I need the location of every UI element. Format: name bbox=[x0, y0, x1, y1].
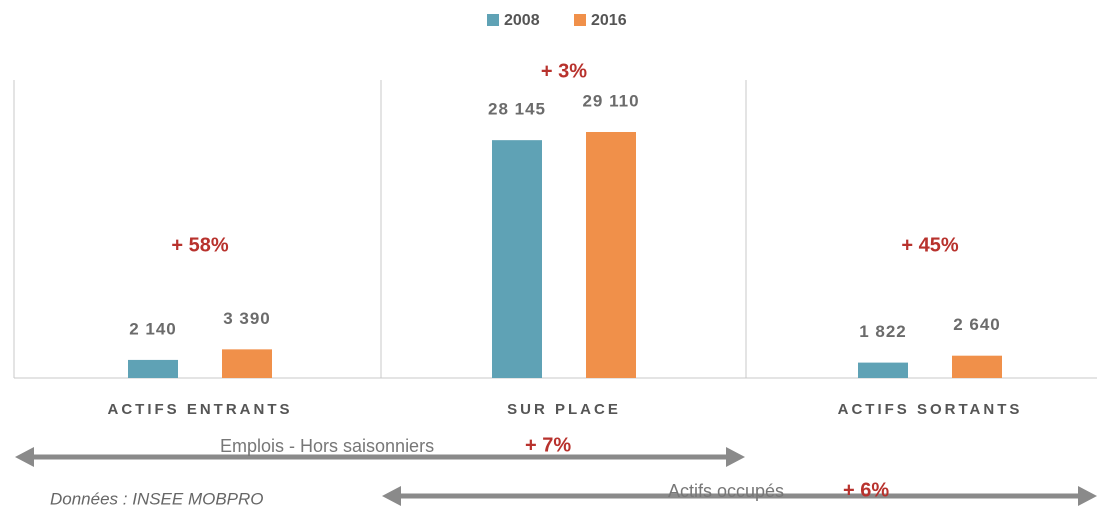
arrow-label: Actifs occupés bbox=[668, 481, 784, 501]
arrows bbox=[15, 447, 1097, 506]
bar bbox=[492, 140, 542, 378]
separators bbox=[13, 80, 1097, 379]
legend-label: 2016 bbox=[591, 12, 627, 29]
arrow-change: + 6% bbox=[843, 479, 889, 501]
arrow-head bbox=[1078, 486, 1097, 506]
arrow-head bbox=[15, 447, 34, 467]
growth-label: + 3% bbox=[541, 60, 587, 82]
legend-swatch bbox=[574, 14, 586, 26]
category-label: ACTIFS ENTRANTS bbox=[108, 401, 293, 418]
value-label: 1 822 bbox=[859, 322, 907, 341]
value-label: 28 145 bbox=[488, 100, 546, 119]
arrow-change: + 7% bbox=[525, 434, 571, 456]
bar bbox=[952, 355, 1002, 378]
legend-label: 2008 bbox=[504, 12, 540, 29]
category-label: ACTIFS SORTANTS bbox=[838, 401, 1023, 418]
category-label: SUR PLACE bbox=[507, 401, 621, 418]
source: Données : INSEE MOBPRO bbox=[50, 489, 264, 508]
legend-swatch bbox=[487, 14, 499, 26]
value-label: 2 640 bbox=[953, 315, 1001, 334]
value-label: 2 140 bbox=[129, 319, 177, 338]
value-label: 3 390 bbox=[223, 309, 271, 328]
arrow-head bbox=[382, 486, 401, 506]
bar bbox=[586, 132, 636, 378]
bar bbox=[858, 362, 908, 378]
value-label: 29 110 bbox=[582, 91, 639, 110]
arrow-label: Emplois - Hors saisonniers bbox=[220, 436, 434, 456]
bar bbox=[222, 349, 272, 378]
bar bbox=[128, 359, 178, 378]
growth-label: + 45% bbox=[901, 234, 958, 256]
arrow-head bbox=[726, 447, 745, 467]
growth-label: + 58% bbox=[171, 234, 228, 256]
